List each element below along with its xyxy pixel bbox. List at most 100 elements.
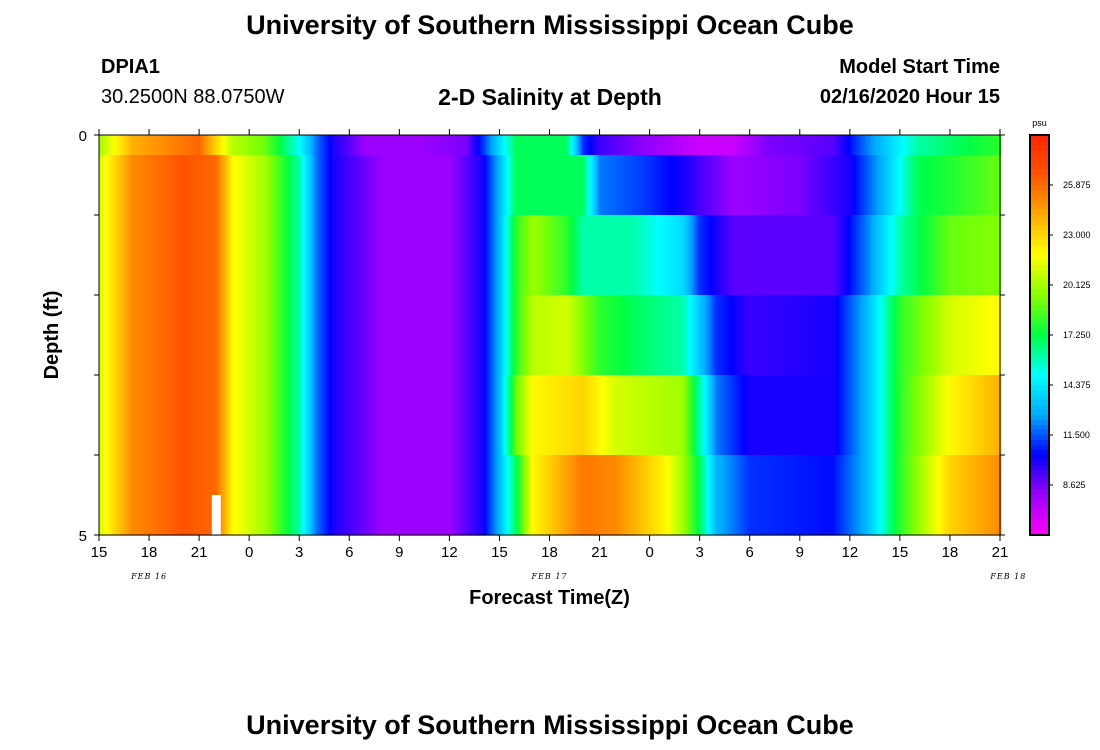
heatmap-cell xyxy=(988,295,990,376)
heatmap-cell xyxy=(325,375,328,456)
heatmap-cell xyxy=(157,215,159,296)
heatmap-cell xyxy=(117,215,119,296)
heatmap-cell xyxy=(664,215,667,296)
heatmap-cell xyxy=(681,215,683,296)
heatmap-cell xyxy=(818,215,820,296)
heatmap-cell xyxy=(451,155,454,216)
heatmap-cell xyxy=(322,155,325,216)
heatmap-cell xyxy=(275,375,277,456)
heatmap-cell xyxy=(549,375,551,456)
heatmap-cell xyxy=(288,295,290,376)
heatmap-cell xyxy=(371,295,374,376)
heatmap-cell xyxy=(313,375,315,456)
heatmap-cell xyxy=(536,295,538,376)
heatmap-cell xyxy=(172,135,174,156)
heatmap-cell xyxy=(846,135,848,156)
heatmap-cell xyxy=(982,295,984,376)
heatmap-cell xyxy=(646,155,648,216)
heatmap-cell xyxy=(628,215,631,296)
heatmap-cell xyxy=(145,135,148,156)
heatmap-cell xyxy=(951,155,954,216)
heatmap-cell xyxy=(833,295,836,376)
heatmap-cell xyxy=(134,215,137,296)
heatmap-cell xyxy=(494,155,496,216)
heatmap-cell xyxy=(231,375,234,456)
heatmap-cell xyxy=(876,135,878,156)
heatmap-cell xyxy=(404,155,406,216)
heatmap-cell xyxy=(928,135,930,156)
heatmap-cell xyxy=(614,155,616,216)
heatmap-cell xyxy=(723,135,725,156)
heatmap-cell xyxy=(994,135,997,156)
heatmap-cell xyxy=(719,155,722,216)
heatmap-cell xyxy=(310,295,313,376)
heatmap-cell xyxy=(133,375,135,456)
heatmap-cell xyxy=(311,295,314,376)
heatmap-cell xyxy=(345,295,348,376)
heatmap-cell xyxy=(157,155,159,216)
heatmap-cell xyxy=(230,135,233,156)
heatmap-cell xyxy=(957,135,959,156)
heatmap-cell xyxy=(981,135,984,156)
heatmap-cell xyxy=(564,135,566,156)
heatmap-cell xyxy=(675,215,677,296)
heatmap-cell xyxy=(749,295,752,376)
heatmap-cell xyxy=(118,155,120,216)
heatmap-cell xyxy=(732,155,734,216)
heatmap-cell xyxy=(124,155,127,216)
heatmap-cell xyxy=(906,135,908,156)
heatmap-cell xyxy=(168,155,170,216)
heatmap-cell xyxy=(461,155,464,216)
heatmap-cell xyxy=(449,295,451,376)
heatmap-cell xyxy=(309,155,311,216)
heatmap-cell xyxy=(496,215,498,296)
heatmap-cell xyxy=(243,215,245,296)
heatmap-cell xyxy=(148,295,150,376)
heatmap-cell xyxy=(904,155,906,216)
heatmap-cell xyxy=(519,375,521,456)
heatmap-cell xyxy=(512,135,515,156)
heatmap-cell xyxy=(172,295,174,376)
heatmap-cell xyxy=(954,295,956,376)
heatmap-cell xyxy=(449,375,451,456)
heatmap-cell xyxy=(657,295,660,376)
heatmap-cell xyxy=(607,375,610,456)
heatmap-cell xyxy=(516,295,519,376)
heatmap-cell xyxy=(229,215,232,296)
heatmap-cell xyxy=(981,215,984,296)
heatmap-cell xyxy=(347,135,350,156)
heatmap-cell xyxy=(966,295,969,376)
heatmap-cell xyxy=(265,375,268,456)
heatmap-cell xyxy=(222,155,224,216)
heatmap-cell xyxy=(168,375,170,456)
heatmap-cell xyxy=(917,295,919,376)
heatmap-cell xyxy=(913,155,915,216)
heatmap-cell xyxy=(540,375,542,456)
heatmap-cell xyxy=(502,215,505,296)
heatmap-cell xyxy=(521,375,524,456)
heatmap-cell xyxy=(208,155,210,216)
heatmap-cell xyxy=(705,295,707,376)
heatmap-cell xyxy=(752,295,754,376)
heatmap-cell xyxy=(330,215,332,296)
heatmap-cell xyxy=(365,215,367,296)
heatmap-cell xyxy=(339,215,341,296)
heatmap-cell xyxy=(673,215,676,296)
heatmap-cell xyxy=(451,375,453,456)
heatmap-cell xyxy=(231,215,234,296)
heatmap-cell xyxy=(237,295,239,376)
heatmap-cell xyxy=(310,135,312,156)
heatmap-cell xyxy=(940,215,943,296)
heatmap-cell xyxy=(871,135,873,156)
heatmap-cell xyxy=(753,155,755,216)
heatmap-cell xyxy=(234,215,236,296)
heatmap-cell xyxy=(628,135,631,156)
heatmap-cell xyxy=(374,215,376,296)
heatmap-cell xyxy=(249,155,251,216)
heatmap-cell xyxy=(506,215,508,296)
heatmap-cell xyxy=(941,215,944,296)
heatmap-cell xyxy=(531,295,533,376)
heatmap-cell xyxy=(250,295,253,376)
heatmap-cell xyxy=(821,135,823,156)
heatmap-cell xyxy=(869,155,872,216)
